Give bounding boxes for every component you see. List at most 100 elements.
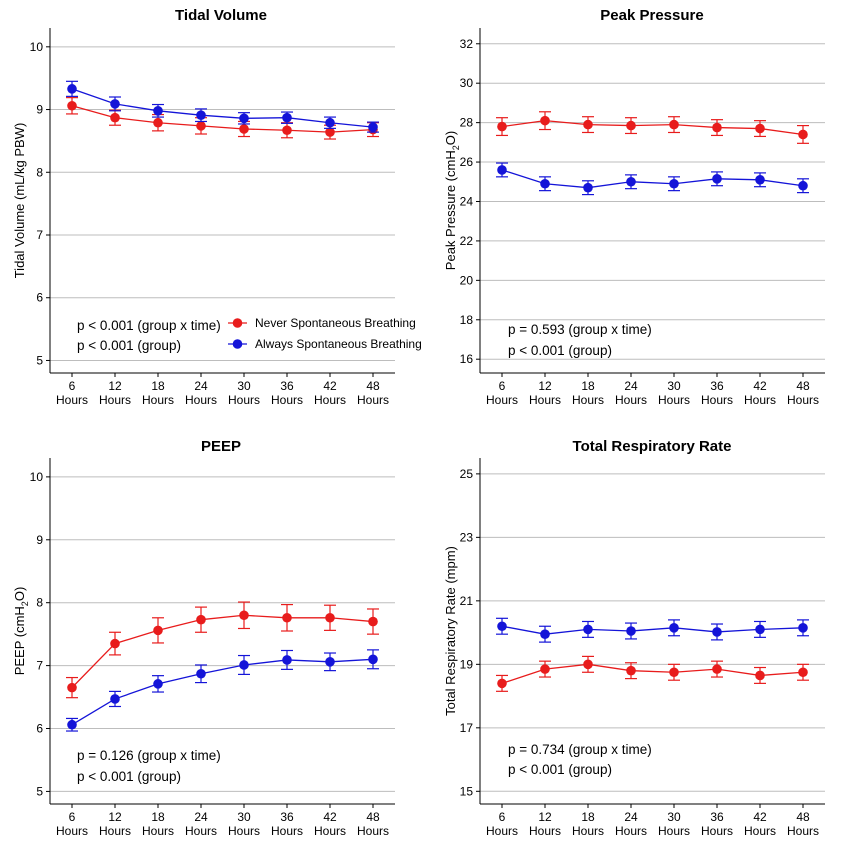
x-tick-unit: Hours [615,393,647,407]
data-point [540,629,550,639]
chart-panel-2: Peak Pressure1618202224262830326Hours12H… [443,7,825,407]
data-point [110,638,120,649]
x-tick-unit: Hours [271,393,303,407]
data-point [153,106,163,116]
x-tick-label: 48 [366,379,380,393]
series-line [71,88,374,128]
data-point [196,121,206,131]
p-value-interaction: p < 0.001 (group x time) [77,318,221,333]
x-tick-unit: Hours [787,824,819,838]
data-point [798,623,808,633]
x-tick-label: 30 [237,379,251,393]
data-point [712,627,722,637]
y-tick-label: 5 [36,784,43,798]
x-tick-label: 36 [280,810,294,824]
data-point [153,117,163,128]
y-axis-label-end: O) [443,131,458,145]
x-tick-label: 24 [624,810,638,824]
data-point [755,624,765,635]
data-point [540,664,550,674]
data-point [67,719,77,730]
x-tick-unit: Hours [572,824,604,838]
x-tick-label: 6 [69,810,76,824]
x-tick-label: 36 [280,379,294,393]
x-tick-label: 12 [108,810,122,824]
data-point [712,664,722,674]
x-tick-label: 24 [194,810,208,824]
x-tick-label: 18 [151,810,165,824]
x-tick-label: 42 [753,810,767,824]
x-tick-unit: Hours [486,393,518,407]
data-point [497,621,507,632]
series-always [496,617,809,643]
chart-panel-4: Total Respiratory Rate1517192123256Hours… [443,438,825,838]
data-point [67,84,77,94]
legend-marker [232,318,243,328]
data-point [67,682,77,693]
x-tick-label: 48 [366,810,380,824]
data-point [669,667,679,678]
data-point [626,176,636,187]
x-tick-unit: Hours [787,393,819,407]
x-tick-unit: Hours [314,824,346,838]
x-tick-unit: Hours [142,393,174,407]
data-point [497,678,507,689]
x-tick-label: 24 [624,379,638,393]
x-tick-label: 30 [667,379,681,393]
y-axis-label-main: Peak Pressure (cmH [443,150,458,270]
x-tick-label: 42 [323,810,337,824]
data-point [798,129,808,140]
y-axis-label-end: O) [12,587,27,601]
series-line [71,105,374,133]
x-tick-label: 42 [753,379,767,393]
data-point [196,668,206,679]
y-tick-label: 30 [460,76,474,90]
x-tick-unit: Hours [142,824,174,838]
x-tick-label: 30 [667,810,681,824]
series-always [66,649,379,732]
y-tick-label: 6 [36,291,43,305]
data-point [282,612,292,623]
y-tick-label: 32 [460,37,474,51]
x-tick-unit: Hours [99,824,131,838]
x-tick-label: 48 [796,810,810,824]
y-axis-label: Total Respiratory Rate (mpm) [443,546,458,716]
x-tick-label: 12 [108,379,122,393]
data-point [368,616,378,627]
data-point [540,115,550,126]
series-line [501,120,804,136]
legend-label: Never Spontaneous Breathing [255,316,416,330]
data-point [669,119,679,130]
data-point [196,614,206,625]
x-tick-label: 36 [710,810,724,824]
legend-marker [232,339,243,349]
data-point [153,625,163,636]
x-tick-unit: Hours [314,393,346,407]
data-point [325,117,335,128]
y-tick-label: 23 [460,530,474,544]
data-point [282,125,292,136]
data-point [755,123,765,134]
legend-label: Always Spontaneous Breathing [255,337,422,351]
p-value-interaction: p = 0.126 (group x time) [77,748,221,763]
p-value-group: p < 0.001 (group) [508,343,612,358]
x-tick-unit: Hours [185,393,217,407]
y-tick-label: 5 [36,353,43,367]
chart-title: Total Respiratory Rate [573,438,732,455]
data-point [798,180,808,191]
data-point [755,670,765,681]
series-always [66,80,379,133]
y-tick-label: 17 [460,721,474,735]
series-never [66,601,379,699]
series-line [71,658,374,726]
x-tick-label: 36 [710,379,724,393]
y-tick-label: 20 [460,273,474,287]
data-point [239,610,249,621]
x-tick-unit: Hours [744,824,776,838]
x-tick-unit: Hours [486,824,518,838]
data-point [282,112,292,123]
y-tick-label: 22 [460,234,474,248]
x-tick-unit: Hours [744,393,776,407]
data-point [110,694,120,704]
y-tick-label: 9 [36,103,43,117]
